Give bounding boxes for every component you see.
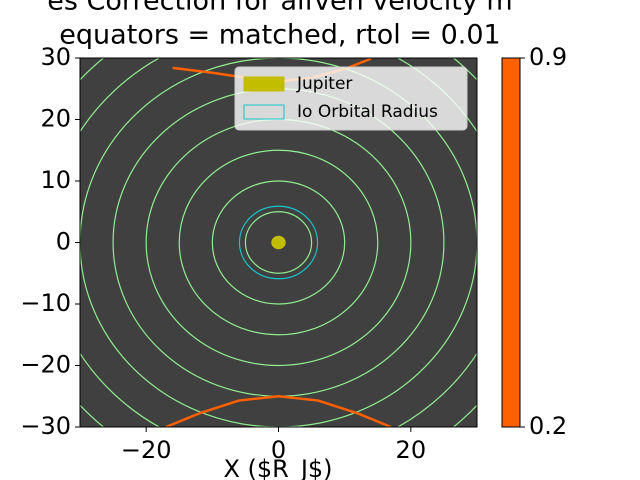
contour-line: [244, 211, 313, 274]
y-tick-label: 20: [40, 105, 71, 133]
y-tick-label: −10: [20, 289, 71, 317]
colorbar-tick-label: 0.2: [529, 412, 567, 440]
x-tick-label: −20: [121, 436, 172, 464]
chart-title: es Correction for alfven velocity m: [47, 0, 512, 17]
legend-box: [234, 66, 468, 131]
colorbar: [501, 57, 521, 428]
y-tick-label: 0: [56, 228, 71, 256]
chart-title: equators = matched, rtol = 0.01: [59, 20, 500, 51]
y-tick-label: 30: [40, 43, 71, 71]
contour-line: [178, 149, 379, 336]
jupiter: [271, 235, 286, 250]
y-tick-label: −20: [20, 351, 71, 379]
legend-label: Jupiter: [296, 74, 352, 94]
contour-line: [211, 180, 346, 305]
y-tick-label: −30: [20, 412, 71, 440]
orange-contour: [165, 394, 392, 427]
colorbar-tick-label: 0.9: [529, 43, 567, 71]
x-tick-label: 20: [396, 436, 427, 464]
y-tick-label: 10: [40, 166, 71, 194]
legend-swatch: [243, 76, 285, 92]
io-orbit: [238, 205, 319, 280]
legend-label: Io Orbital Radius: [297, 102, 438, 122]
legend-swatch: [243, 104, 285, 120]
x-axis-label: X ($R_J$): [223, 455, 332, 480]
x-tick-label: 0: [271, 436, 286, 464]
